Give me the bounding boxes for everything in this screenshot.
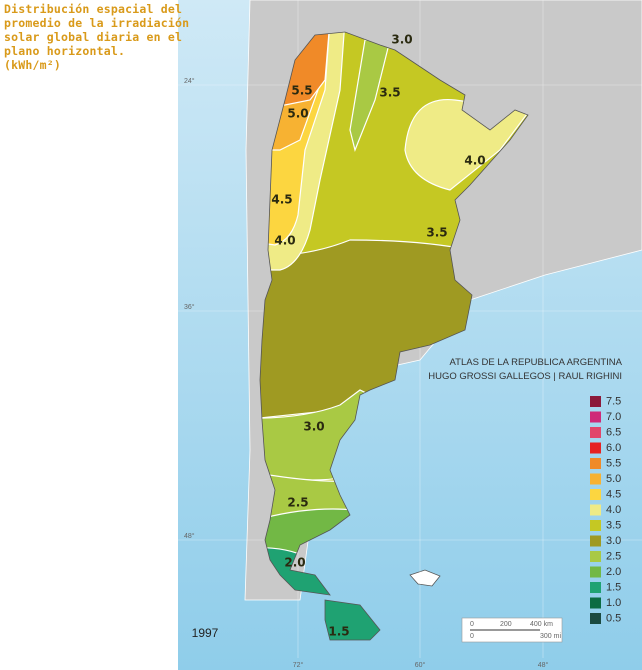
- legend-swatch: [590, 520, 601, 531]
- legend-label: 2.5: [606, 550, 621, 562]
- contour-label: 3.0: [391, 33, 412, 47]
- title-line: Distribución espacial del: [4, 2, 183, 16]
- legend-swatch: [590, 551, 601, 562]
- legend-label: 2.0: [606, 566, 621, 578]
- contour-label: 3.0: [303, 420, 324, 434]
- contour-label: 4.0: [274, 234, 295, 248]
- legend-label: 0.5: [606, 612, 621, 624]
- scale-label: 200: [500, 621, 512, 628]
- legend-swatch: [590, 489, 601, 500]
- title-line: plano horizontal.: [4, 44, 126, 58]
- scale-bar: 0 200 400 km 0 300 mi: [461, 617, 563, 643]
- title-line: promedio de la irradiación: [4, 16, 190, 30]
- contour-label: 5.5: [291, 84, 312, 98]
- legend-swatch: [590, 504, 601, 516]
- islands: [409, 569, 441, 587]
- scale-label: 400 km: [530, 621, 553, 628]
- contour-label: 4.5: [271, 193, 292, 207]
- legend-swatch: [590, 473, 601, 485]
- latitude-label: 24°: [184, 77, 195, 85]
- legend-label: 7.5: [606, 395, 621, 407]
- contour-label: 3.5: [426, 226, 447, 240]
- longitude-label: 48°: [538, 661, 549, 669]
- legend-label: 1.5: [606, 581, 621, 593]
- title: Distribución espacial del promedio de la …: [4, 2, 190, 72]
- legend-swatch: [590, 427, 601, 438]
- legend-swatch: [590, 566, 601, 578]
- title-line: (kWh/m²): [4, 58, 61, 72]
- legend-swatch: [590, 535, 601, 547]
- legend-swatch: [590, 411, 601, 423]
- legend-swatch: [590, 442, 601, 454]
- legend-label: 1.0: [606, 597, 621, 609]
- country-border: [259, 31, 529, 641]
- legend-label: 3.5: [606, 519, 621, 531]
- contour-label: 2.0: [284, 556, 305, 570]
- credit: HUGO GROSSI GALLEGOS | RAUL RIGHINI: [428, 371, 622, 382]
- legend-label: 4.5: [606, 488, 621, 500]
- scale-label: 0: [470, 633, 474, 640]
- year: 1997: [192, 626, 219, 640]
- legend-swatch: [590, 582, 601, 593]
- legend-label: 7.0: [606, 411, 621, 423]
- legend-label: 3.0: [606, 535, 621, 547]
- title-line: solar global diaria en el: [4, 30, 183, 44]
- legend-label: 4.0: [606, 504, 621, 516]
- legend-swatch: [590, 458, 601, 469]
- scale-label: 300 mi: [540, 633, 561, 640]
- contour-label: 2.5: [287, 496, 308, 510]
- longitude-label: 72°: [293, 661, 304, 669]
- contour-label: 3.5: [379, 86, 400, 100]
- credit: ATLAS DE LA REPUBLICA ARGENTINA: [450, 357, 623, 368]
- legend-label: 6.0: [606, 442, 621, 454]
- latitude-label: 36°: [184, 303, 195, 311]
- longitude-label: 60°: [415, 661, 426, 669]
- legend-label: 5.5: [606, 457, 621, 469]
- legend-swatch: [590, 396, 601, 407]
- legend-swatch: [590, 613, 601, 624]
- legend-swatch: [590, 597, 601, 609]
- scale-label: 0: [470, 621, 474, 628]
- latitude-label: 48°: [184, 532, 195, 540]
- legend-label: 6.5: [606, 426, 621, 438]
- legend-label: 5.0: [606, 473, 621, 485]
- contour-label: 1.5: [328, 625, 349, 639]
- contour-label: 4.0: [464, 154, 485, 168]
- contour-label: 5.0: [287, 107, 308, 121]
